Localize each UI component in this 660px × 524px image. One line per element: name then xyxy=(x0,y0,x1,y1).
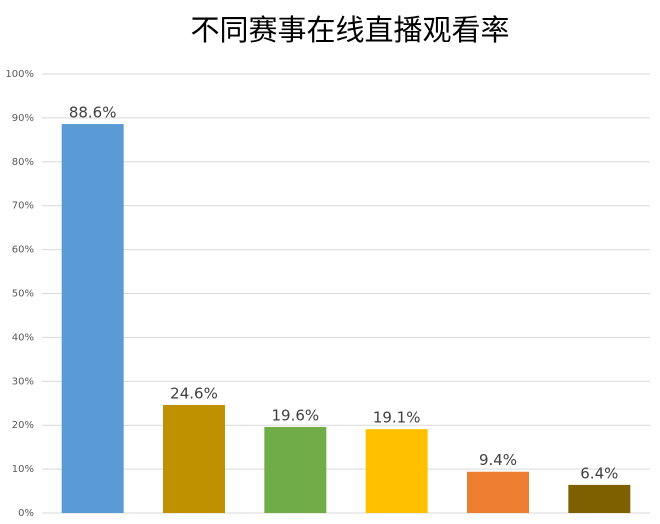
y-tick-label: 40% xyxy=(12,332,34,343)
bar xyxy=(163,405,225,513)
y-tick-label: 90% xyxy=(12,113,34,124)
value-label: 24.6% xyxy=(170,385,218,403)
y-tick-label: 20% xyxy=(12,420,34,431)
y-tick-label: 30% xyxy=(12,376,34,387)
bar xyxy=(568,484,631,513)
y-tick-label: 70% xyxy=(12,201,34,212)
bar xyxy=(467,471,529,513)
chart-title: 不同赛事在线直播观看率 xyxy=(190,13,509,47)
value-label: 6.4% xyxy=(580,464,618,482)
bar xyxy=(61,124,124,514)
y-tick-label: 0% xyxy=(18,508,34,519)
y-tick-label: 80% xyxy=(12,157,34,168)
bar xyxy=(264,426,327,513)
value-label: 19.1% xyxy=(373,409,421,427)
y-tick-label: 100% xyxy=(5,69,34,80)
y-tick-label: 10% xyxy=(12,464,34,475)
bar xyxy=(365,429,428,513)
value-label: 88.6% xyxy=(69,104,117,122)
y-tick-label: 60% xyxy=(12,245,34,256)
value-label: 9.4% xyxy=(479,451,517,469)
y-tick-label: 50% xyxy=(12,289,34,300)
value-label: 19.6% xyxy=(272,406,320,424)
